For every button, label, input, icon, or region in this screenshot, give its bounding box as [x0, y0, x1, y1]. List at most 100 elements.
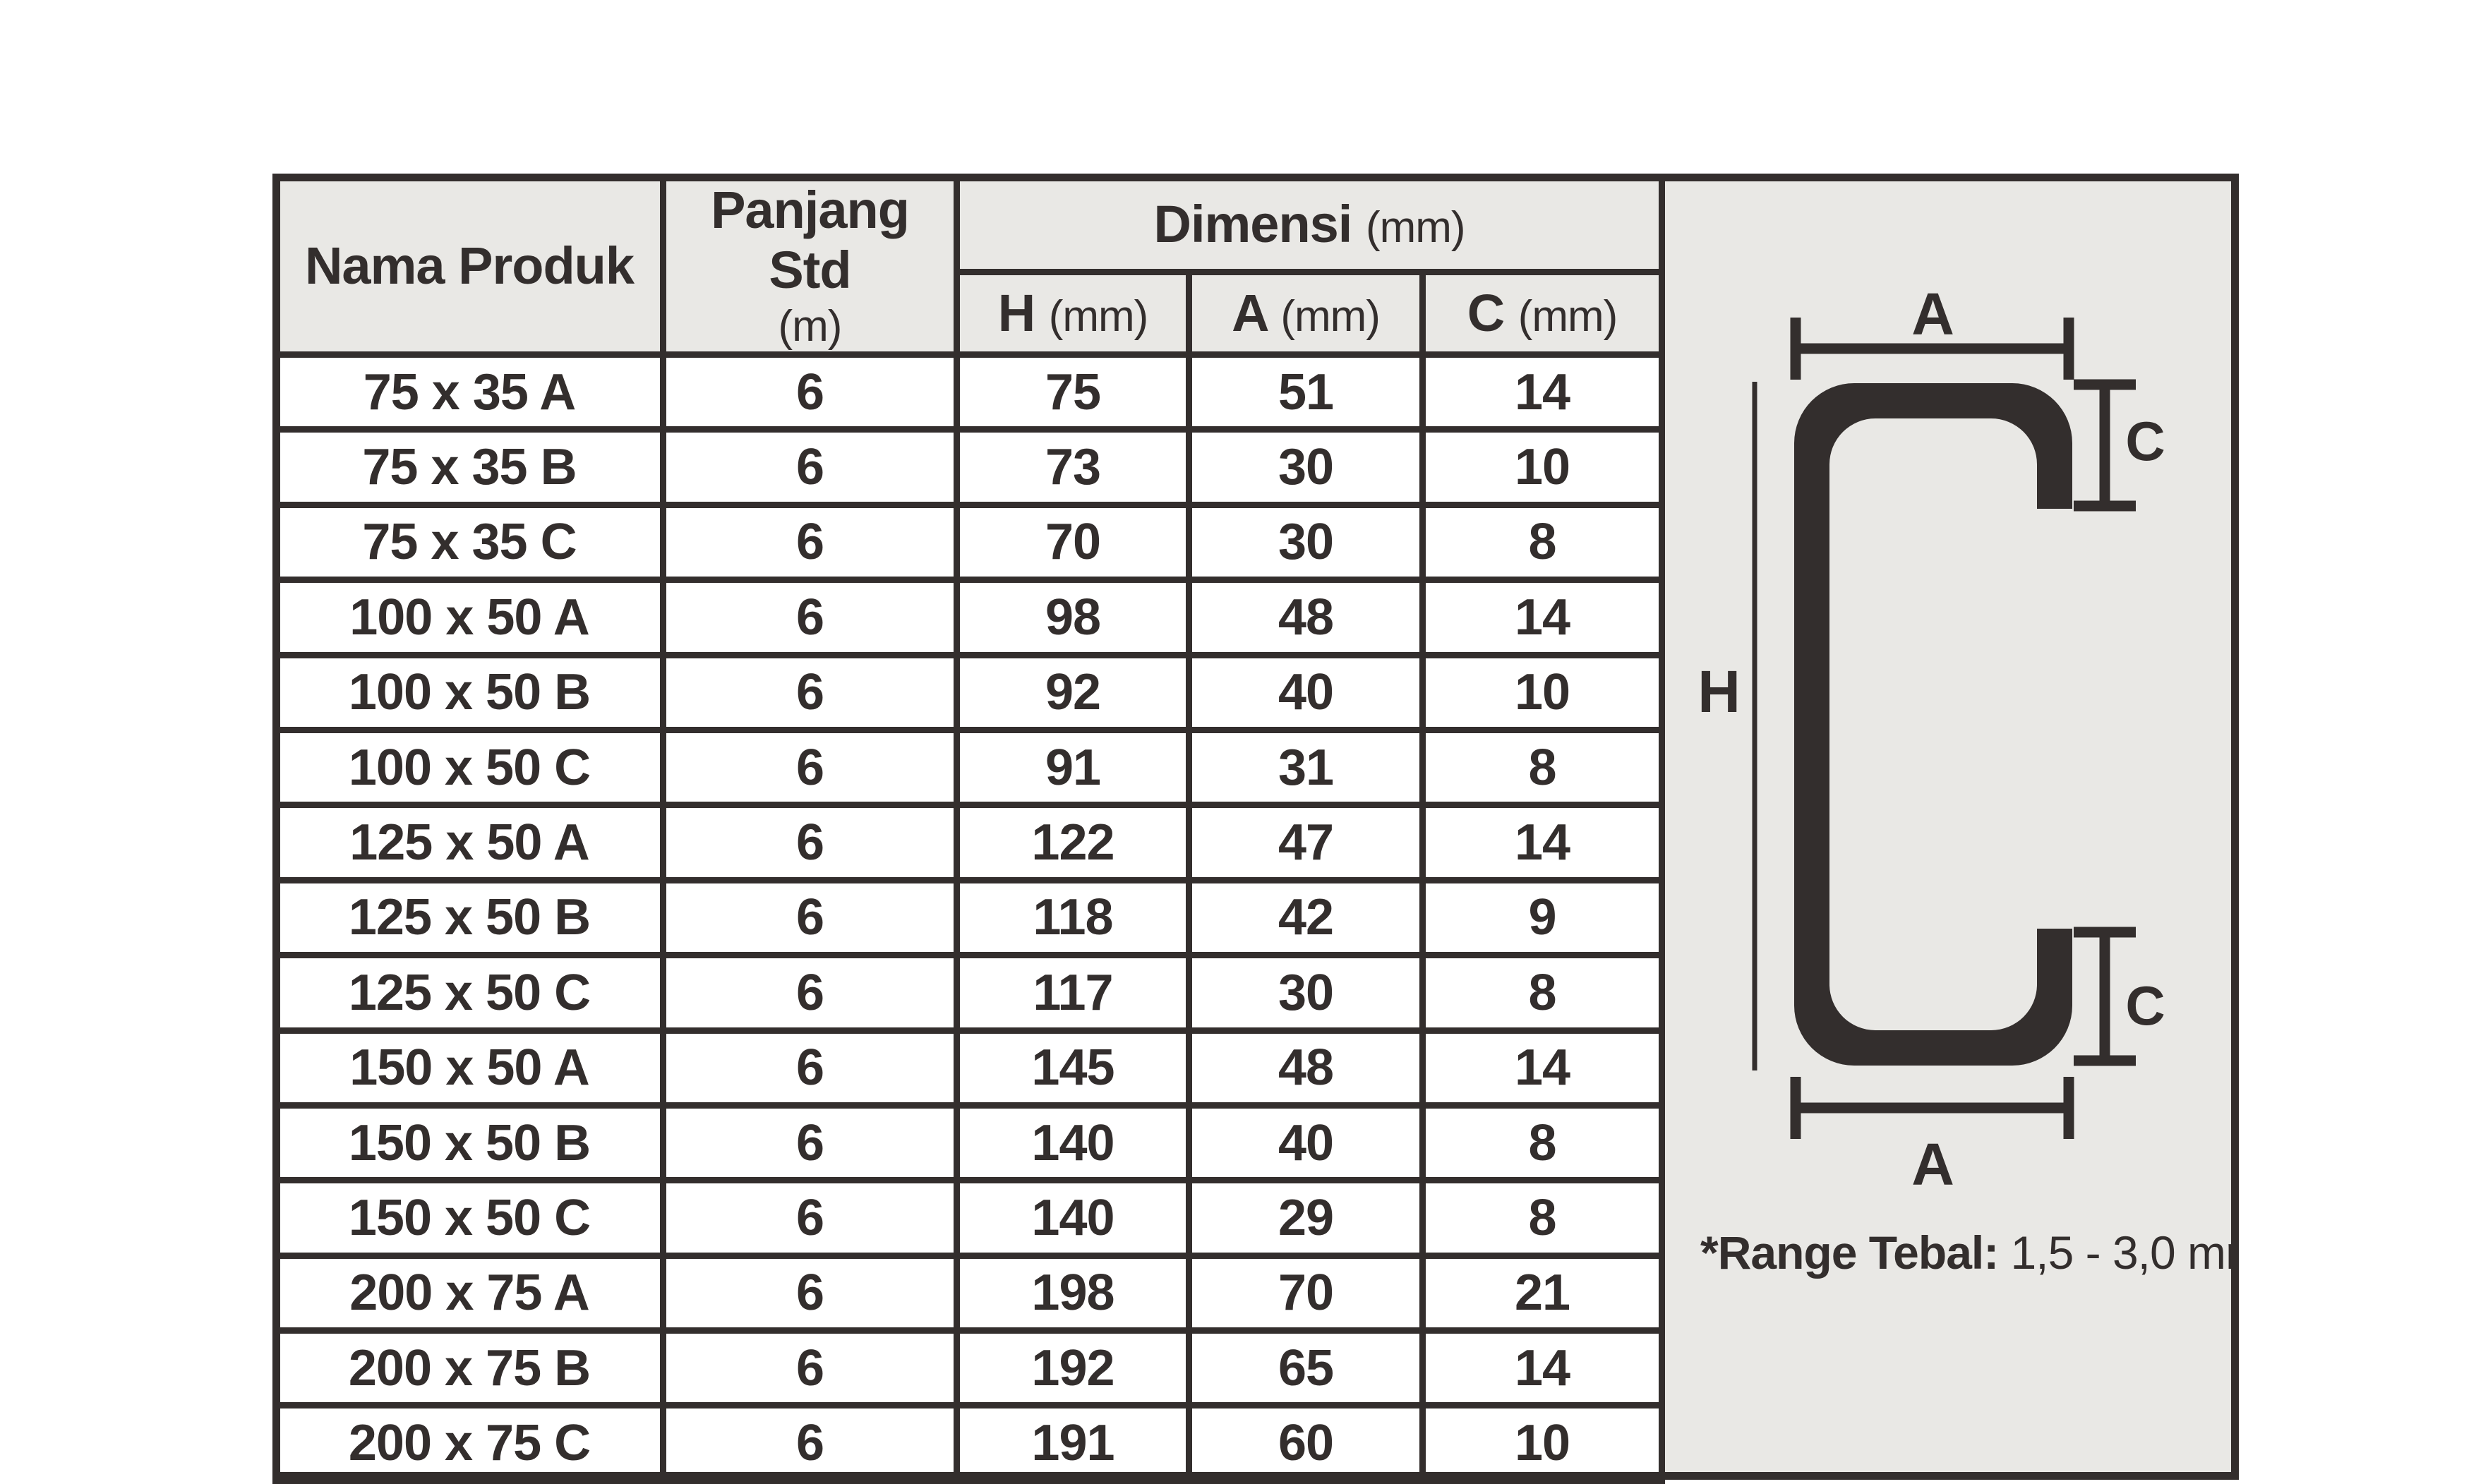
table-row: 200 x 75 A 6 198 70 21 [272, 1252, 1666, 1334]
cell-h: 145 [954, 1027, 1192, 1109]
cell-c: 8 [1419, 952, 1666, 1034]
cell-std-length: 6 [660, 651, 960, 733]
cell-c: 8 [1419, 1177, 1666, 1259]
table-row: 150 x 50 A 6 145 48 14 [272, 1027, 1666, 1109]
cell-a: 40 [1186, 1102, 1426, 1184]
table-row: 75 x 35 A 6 75 51 14 [272, 351, 1666, 433]
table-row: 125 x 50 C 6 117 30 8 [272, 952, 1666, 1034]
cell-h: 117 [954, 952, 1192, 1034]
dim-line-c-bottom [2074, 927, 2137, 1066]
table-row: 200 x 75 B 6 192 65 14 [272, 1327, 1666, 1409]
cell-c: 14 [1419, 577, 1666, 658]
cell-h: 91 [954, 726, 1192, 809]
cell-h: 118 [954, 876, 1192, 959]
cell-std-length: 6 [660, 952, 960, 1034]
cell-product-name: 75 x 35 A [272, 351, 666, 433]
cell-std-length: 6 [660, 876, 960, 959]
cell-h: 92 [954, 651, 1192, 733]
dim-line-a-bottom [1790, 1077, 2074, 1139]
cell-product-name: 125 x 50 A [272, 802, 666, 883]
cell-product-name: 125 x 50 B [272, 876, 666, 959]
cell-c: 14 [1419, 351, 1666, 433]
cell-std-length: 6 [660, 351, 960, 433]
cell-a: 48 [1186, 577, 1426, 658]
cell-std-length: 6 [660, 726, 960, 809]
thickness-range-label: *Range Tebal: [1700, 1226, 1999, 1279]
cell-product-name: 100 x 50 C [272, 726, 666, 809]
cell-product-name: 150 x 50 C [272, 1177, 666, 1259]
table-row: 75 x 35 B 6 73 30 10 [272, 426, 1666, 508]
cell-product-name: 150 x 50 B [272, 1102, 666, 1184]
cell-std-length: 6 [660, 1177, 960, 1259]
cell-std-length: 6 [660, 426, 960, 508]
cell-c: 10 [1419, 1402, 1666, 1484]
cell-std-length: 6 [660, 802, 960, 883]
header-dimensi-title: Dimensi [1153, 195, 1353, 254]
label-c-top: C [2125, 410, 2165, 472]
cell-std-length: 6 [660, 1252, 960, 1334]
header-a: A (mm) [1186, 268, 1426, 358]
cell-a: 48 [1186, 1027, 1426, 1109]
header-a-letter: A [1232, 284, 1268, 343]
c-profile-diagram [1752, 318, 2137, 1139]
cell-c: 10 [1419, 651, 1666, 733]
cell-c: 10 [1419, 426, 1666, 508]
cell-c: 8 [1419, 726, 1666, 809]
cell-h: 191 [954, 1402, 1192, 1484]
dim-line-a-top [1790, 318, 2074, 380]
table-row: 125 x 50 A 6 122 47 14 [272, 802, 1666, 883]
header-dimensi: Dimensi (mm) [953, 174, 1666, 275]
header-a-unit: (mm) [1280, 292, 1381, 342]
header-h: H (mm) [954, 268, 1192, 358]
table-row: 100 x 50 C 6 91 31 8 [272, 726, 1666, 809]
cell-std-length: 6 [660, 1102, 960, 1184]
table-header: Nama Produk Panjang Std (m) Dimensi (mm)… [272, 174, 1666, 358]
cell-h: 122 [954, 802, 1192, 883]
cell-a: 30 [1186, 952, 1426, 1034]
header-dimensi-unit: (mm) [1365, 203, 1466, 253]
dim-line-c-top [2074, 379, 2137, 512]
cell-h: 140 [954, 1102, 1192, 1184]
cell-product-name: 200 x 75 B [272, 1327, 666, 1409]
cell-c: 14 [1419, 1027, 1666, 1109]
cell-a: 65 [1186, 1327, 1426, 1409]
table-row: 100 x 50 B 6 92 40 10 [272, 651, 1666, 733]
table-row: 100 x 50 A 6 98 48 14 [272, 577, 1666, 658]
cell-c: 14 [1419, 802, 1666, 883]
cell-a: 42 [1186, 876, 1426, 959]
cell-product-name: 100 x 50 B [272, 651, 666, 733]
cell-c: 21 [1419, 1252, 1666, 1334]
cell-product-name: 75 x 35 C [272, 501, 666, 584]
cell-std-length: 6 [660, 1027, 960, 1109]
header-length-title: Panjang Std [711, 181, 910, 299]
header-h-letter: H [997, 284, 1035, 343]
cell-std-length: 6 [660, 1402, 960, 1484]
cell-a: 60 [1186, 1402, 1426, 1484]
diagram-panel: A C H C A *Range Tebal: 1,5 - 3,0 mm [1665, 174, 2239, 1473]
thickness-range-value: 1,5 - 3,0 mm [1998, 1226, 2239, 1279]
header-h-unit: (mm) [1048, 292, 1149, 342]
thickness-range-note: *Range Tebal: 1,5 - 3,0 mm [1700, 1229, 2239, 1276]
cell-a: 51 [1186, 351, 1426, 433]
label-h: H [1697, 658, 1741, 725]
table-row: 150 x 50 B 6 140 40 8 [272, 1102, 1666, 1184]
cell-std-length: 6 [660, 577, 960, 658]
cell-a: 70 [1186, 1252, 1426, 1334]
cell-h: 192 [954, 1327, 1192, 1409]
cell-std-length: 6 [660, 1327, 960, 1409]
content-box: Nama Produk Panjang Std (m) Dimensi (mm)… [272, 174, 2239, 1484]
header-c: C (mm) [1419, 268, 1666, 358]
table-row: 150 x 50 C 6 140 29 8 [272, 1177, 1666, 1259]
label-a-bottom: A [1911, 1131, 1954, 1198]
table-row: 125 x 50 B 6 118 42 9 [272, 876, 1666, 959]
cell-std-length: 6 [660, 501, 960, 584]
cell-h: 70 [954, 501, 1192, 584]
cell-c: 14 [1419, 1327, 1666, 1409]
cell-product-name: 200 x 75 A [272, 1252, 666, 1334]
cell-product-name: 125 x 50 C [272, 952, 666, 1034]
header-product: Nama Produk [272, 174, 666, 358]
header-length-unit: (m) [778, 302, 843, 351]
cell-h: 73 [954, 426, 1192, 508]
cell-c: 8 [1419, 501, 1666, 584]
